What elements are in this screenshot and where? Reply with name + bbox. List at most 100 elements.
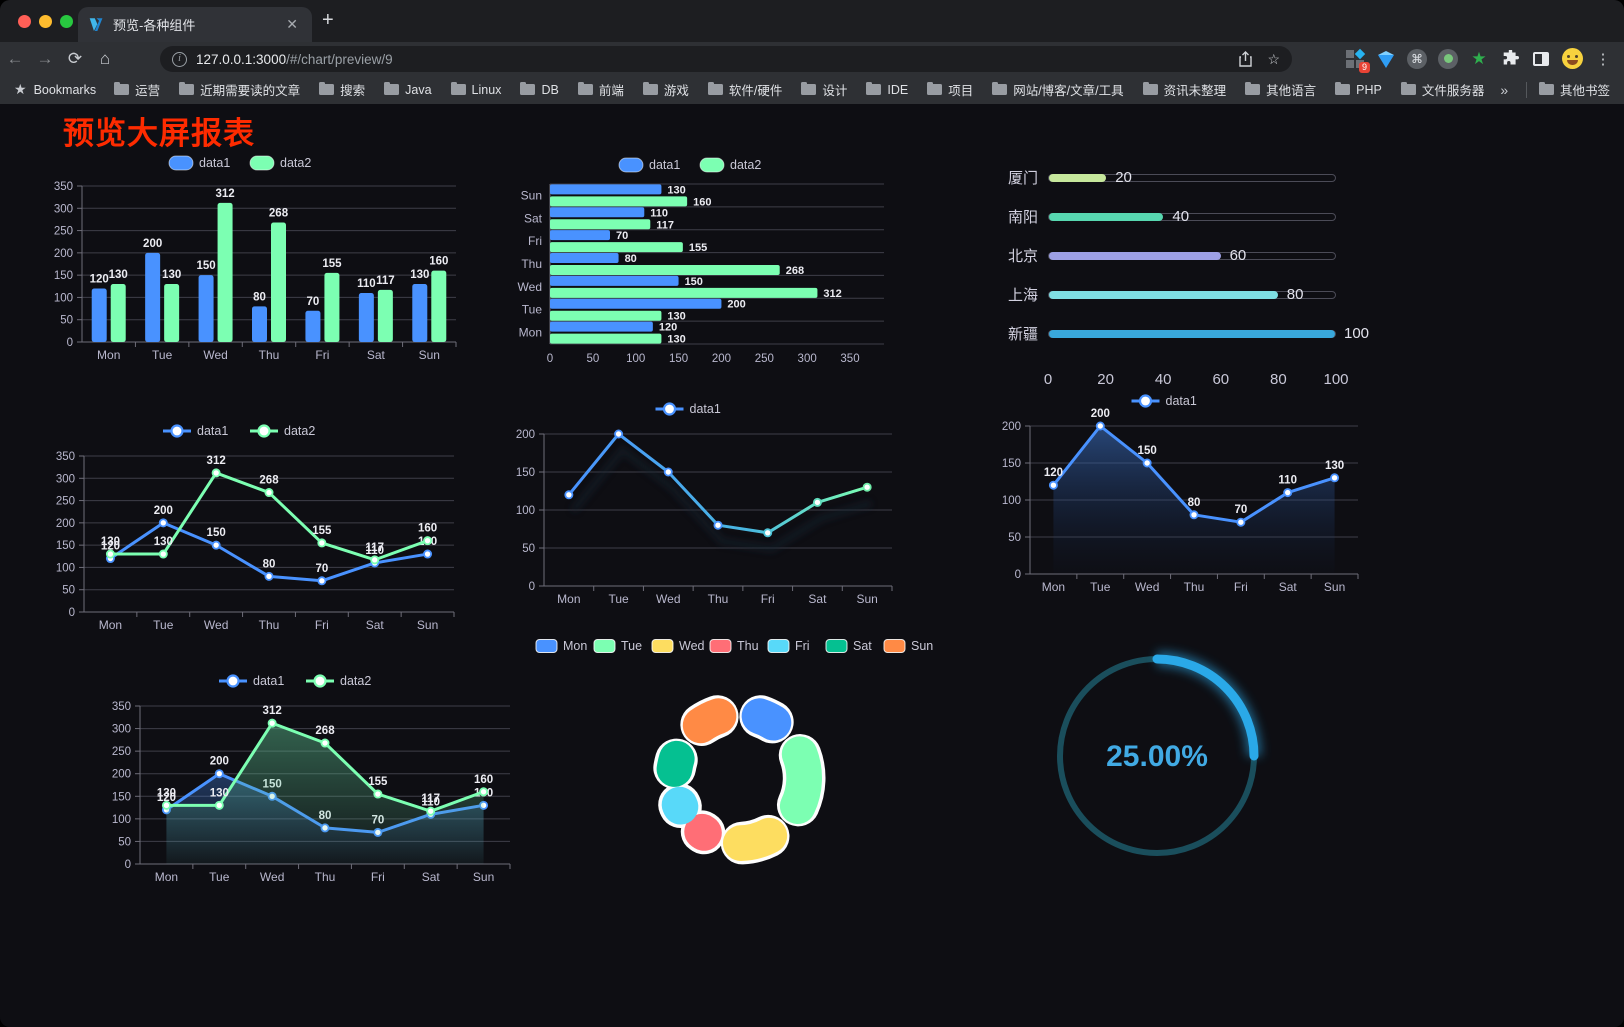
bookmark-folder[interactable]: 项目	[927, 80, 973, 99]
bookmark-folder[interactable]: 其他语言	[1245, 80, 1316, 99]
chart-grouped-bar[interactable]: data1 data2 0 50 100 150 200 250 300 350 Mon Tue Wed…	[38, 148, 462, 370]
bookmark-folder-list: 运营 近期需要读的文章 搜索 Java Linux DB 前端 游戏 软件/硬件 设计 IDE 项目 网…	[114, 80, 1484, 99]
bookmark-folder[interactable]: 前端	[577, 80, 624, 99]
svg-text:Fri: Fri	[315, 618, 329, 632]
browser-menu-icon[interactable]: ⋮	[1595, 50, 1611, 68]
bookmark-folder[interactable]: PHP	[1335, 81, 1382, 97]
svg-text:Mon: Mon	[1042, 580, 1065, 594]
folder-icon	[520, 81, 536, 95]
progress-label: 北京	[1007, 248, 1038, 265]
bookmark-folder[interactable]: 游戏	[642, 80, 689, 99]
chart-progress-bars[interactable]: 厦门 20 南阳 40 北京 60 上海 80 新疆 100 0 20 40 60 80 100	[994, 154, 1370, 389]
svg-text:Tue: Tue	[209, 870, 230, 884]
chart-area-two-series[interactable]: data1 data2 0 50 100 150 200 250 300 350 Mon Tue Wed…	[94, 666, 518, 892]
svg-text:130: 130	[410, 269, 429, 281]
chart-doughnut-pie[interactable]: Mon Tue Wed Thu Fri Sat Sun	[534, 632, 944, 882]
bookmark-folder[interactable]: 设计	[801, 80, 847, 99]
browser-tab[interactable]: 预览-各种组件 ✕	[78, 7, 312, 42]
extensions-puzzle-icon[interactable]	[1499, 48, 1521, 70]
svg-text:Fri: Fri	[315, 348, 329, 362]
minimize-window-button[interactable]	[39, 15, 52, 28]
progress-track: 40	[1048, 208, 1336, 225]
home-icon[interactable]: ⌂	[99, 48, 111, 68]
bookmark-folder[interactable]: IDE	[866, 81, 909, 97]
chart-canvas[interactable]: data1 0 50 100 150 200 Mon Tue Wed Thu Fri Sat Sun	[498, 394, 900, 614]
svg-text:Wed: Wed	[204, 618, 228, 632]
bookmark-folder[interactable]: 资讯未整理	[1142, 80, 1226, 99]
svg-text:Tue: Tue	[153, 618, 174, 632]
extension-badge: 9	[1358, 61, 1370, 73]
gem-extension-icon[interactable]	[1375, 48, 1397, 70]
chart-gradient-line[interactable]: data1 0 50 100 150 200 Mon Tue Wed Thu Fri Sat Sun	[498, 394, 900, 614]
tab-close-icon[interactable]: ✕	[286, 16, 298, 32]
chart-line-two-series[interactable]: data1 data2 0 50 100 150 200 250 300 350 Mon Tue Wed…	[38, 416, 462, 640]
side-panel-icon[interactable]	[1530, 48, 1552, 70]
site-info-icon[interactable]: i	[172, 51, 187, 67]
close-window-button[interactable]	[18, 15, 31, 28]
bookmark-folder[interactable]: 运营	[114, 80, 160, 99]
progress-value: 40	[1172, 207, 1190, 225]
chart-canvas[interactable]: 25.00%	[1040, 636, 1274, 880]
recorder-extension-icon[interactable]	[1437, 48, 1459, 70]
bookmarks-label[interactable]: Bookmarks	[33, 82, 97, 97]
devtools-extension-icon[interactable]: 9	[1344, 48, 1370, 73]
window-controls	[18, 15, 73, 28]
svg-text:155: 155	[689, 242, 707, 254]
svg-text:Tue: Tue	[608, 592, 629, 606]
svg-text:250: 250	[56, 496, 75, 508]
progress-value: 100	[1344, 324, 1370, 342]
bookmark-folder[interactable]: Java	[384, 81, 432, 97]
svg-text:350: 350	[56, 451, 75, 463]
chart-canvas[interactable]: Mon Tue Wed Thu Fri Sat Sun	[534, 632, 944, 882]
bookmark-folder-label: IDE	[887, 82, 909, 97]
bookmark-folder[interactable]: 文件服务器	[1400, 80, 1484, 99]
chart-canvas[interactable]: data1 data2 0 50 100 150 200 250 300 350 Sun 130 160…	[504, 150, 896, 368]
svg-text:Thu: Thu	[521, 257, 542, 271]
svg-text:70: 70	[616, 230, 628, 242]
share-icon[interactable]	[1238, 50, 1253, 68]
bookmark-folder[interactable]: 网站/博客/文章/工具	[992, 80, 1124, 99]
progress-track: 100	[1048, 325, 1369, 342]
chart-canvas[interactable]: data1 data2 0 50 100 150 200 250 300 350 Mon Tue Wed…	[38, 416, 462, 640]
svg-text:Sun: Sun	[473, 870, 494, 884]
chart-area-line[interactable]: data1 0 50 100 150 200 Mon Tue Wed Thu Fri Sat Sun 12…	[984, 386, 1366, 602]
bookmark-folder[interactable]: 软件/硬件	[707, 80, 782, 99]
bookmarks-star-icon[interactable]: ★	[14, 81, 27, 97]
svg-text:120: 120	[1044, 467, 1063, 479]
forward-icon[interactable]: →	[36, 48, 54, 68]
svg-text:100: 100	[1002, 495, 1021, 507]
svg-text:130: 130	[154, 536, 173, 548]
svg-text:160: 160	[693, 196, 711, 208]
back-icon[interactable]: ←	[6, 48, 24, 68]
chart-canvas[interactable]: data1 0 50 100 150 200 Mon Tue Wed Thu Fri Sat Sun 12…	[984, 386, 1366, 602]
reload-icon[interactable]: ⟳	[67, 48, 83, 68]
bookmark-folder[interactable]: 近期需要读的文章	[179, 80, 300, 99]
chart-gauge-percent[interactable]: 25.00%	[1040, 636, 1274, 880]
bookmark-folder[interactable]: 搜索	[319, 80, 365, 99]
maximize-window-button[interactable]	[60, 15, 73, 28]
bookmark-star-icon[interactable]: ☆	[1267, 50, 1280, 67]
svg-text:350: 350	[54, 181, 73, 193]
command-extension-icon[interactable]: ⌘	[1406, 48, 1428, 70]
bookmark-folder[interactable]: DB	[520, 81, 559, 97]
chart-canvas[interactable]: data1 data2 0 50 100 150 200 250 300 350 Mon Tue Wed…	[38, 148, 462, 370]
other-bookmarks[interactable]: 其他书签	[1525, 80, 1610, 99]
bookmarks-overflow-icon[interactable]: »	[1500, 81, 1509, 98]
svg-text:Fri: Fri	[795, 639, 810, 653]
profile-avatar[interactable]	[1561, 48, 1583, 70]
bookmark-folder[interactable]: Linux	[450, 81, 501, 97]
chart-canvas[interactable]: data1 data2 0 50 100 150 200 250 300 350 Mon Tue Wed…	[94, 666, 518, 892]
address-bar[interactable]: i 127.0.0.1:3000 /#/chart/preview/9 ☆	[160, 46, 1292, 72]
svg-text:Mon: Mon	[155, 870, 178, 884]
svg-text:160: 160	[429, 256, 448, 268]
star-extension-icon[interactable]: ★	[1471, 48, 1487, 68]
new-tab-button[interactable]: +	[322, 9, 334, 31]
folder-icon	[1245, 81, 1261, 95]
folder-icon	[801, 81, 817, 95]
svg-text:100: 100	[54, 292, 73, 304]
svg-text:268: 268	[259, 475, 279, 487]
chart-horizontal-bar[interactable]: data1 data2 0 50 100 150 200 250 300 350 Sun 130 160…	[504, 150, 896, 368]
svg-text:Wed: Wed	[679, 639, 705, 653]
svg-text:312: 312	[263, 705, 282, 717]
bookmark-folder-label: DB	[541, 82, 559, 97]
